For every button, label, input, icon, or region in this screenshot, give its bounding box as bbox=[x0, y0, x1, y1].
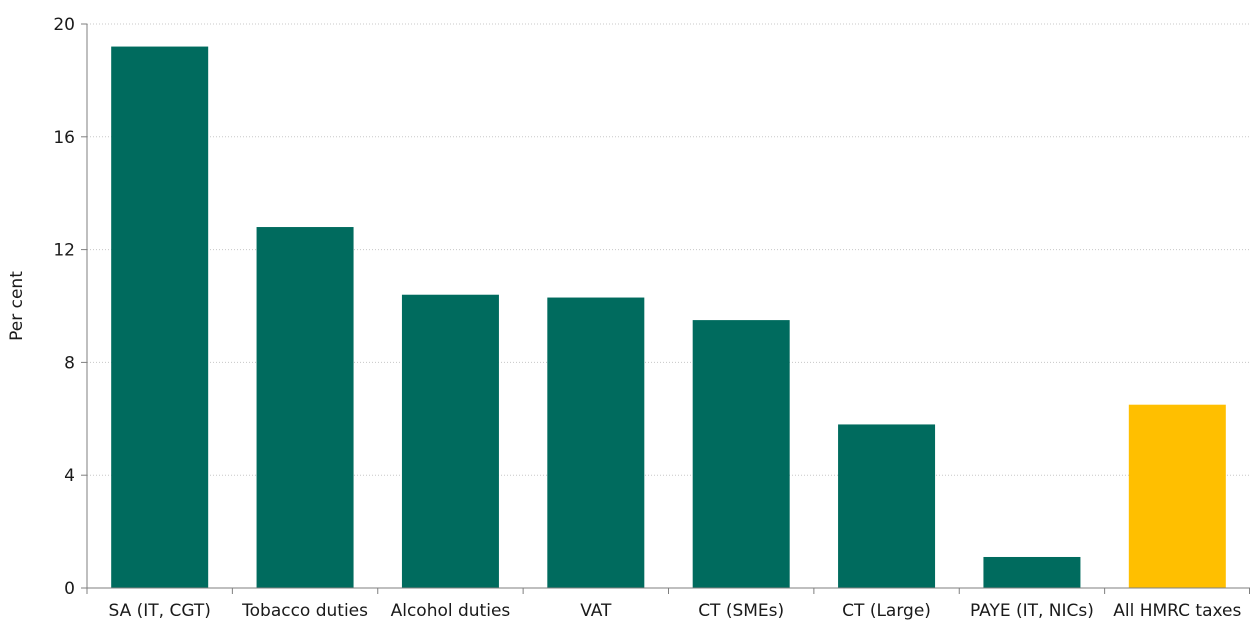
y-tick-label: 16 bbox=[53, 128, 75, 148]
x-tick-label: CT (Large) bbox=[842, 601, 931, 621]
bar-tobacco-duties bbox=[256, 227, 354, 589]
y-tick-label: 8 bbox=[64, 353, 75, 373]
x-tick-label: SA (IT, CGT) bbox=[108, 601, 210, 621]
x-tick-label: Tobacco duties bbox=[241, 601, 368, 621]
y-tick-label: 0 bbox=[64, 579, 75, 599]
bar-sa-it-cgt bbox=[111, 46, 209, 589]
x-tick-label: CT (SMEs) bbox=[698, 601, 784, 621]
bar-vat bbox=[547, 297, 645, 588]
bar-all-hmrc-taxes bbox=[1128, 404, 1226, 588]
y-tick-label: 12 bbox=[53, 241, 75, 261]
x-tick-labels: SA (IT, CGT) Tobacco duties Alcohol duties… bbox=[86, 588, 1250, 621]
gridlines bbox=[87, 23, 1250, 476]
y-axis-title: Per cent bbox=[7, 271, 27, 341]
x-tick-label: PAYE (IT, NICs) bbox=[970, 601, 1094, 621]
y-tick-labels: 0 4 8 12 16 20 bbox=[53, 15, 87, 599]
x-tick-label: Alcohol duties bbox=[391, 601, 511, 621]
bars bbox=[111, 46, 1226, 589]
x-tick-label: All HMRC taxes bbox=[1113, 601, 1241, 621]
bar-paye-it-nics bbox=[983, 556, 1081, 588]
bar-ct-large bbox=[838, 424, 936, 588]
y-tick-label: 4 bbox=[64, 466, 75, 486]
bar-alcohol-duties bbox=[401, 294, 499, 588]
y-tick-label: 20 bbox=[53, 15, 75, 35]
x-tick-label: VAT bbox=[580, 601, 612, 621]
bar-ct-smes bbox=[692, 320, 790, 588]
